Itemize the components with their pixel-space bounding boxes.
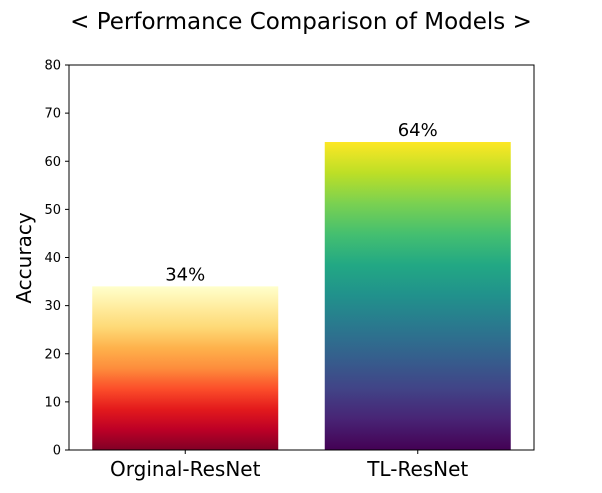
y-tick-label: 80 <box>44 59 61 74</box>
bar-tl-resnet <box>324 142 511 450</box>
y-tick-label: 30 <box>44 299 61 314</box>
y-tick-label: 0 <box>53 444 61 459</box>
y-axis-label: Accuracy <box>12 212 36 303</box>
x-tick-label: Orginal-ResNet <box>110 457 261 481</box>
bar-value-label: 64% <box>398 120 438 141</box>
y-tick-label: 40 <box>44 251 61 266</box>
x-axis-ticks: Orginal-ResNet TL-ResNet <box>110 450 468 481</box>
bar-value-labels: 34% 64% <box>165 120 438 285</box>
y-tick-label: 20 <box>44 347 61 362</box>
y-tick-label: 70 <box>44 107 61 122</box>
chart-title: < Performance Comparison of Models > <box>70 9 532 35</box>
bar-value-label: 34% <box>165 264 205 285</box>
bar-orginal-resnet <box>92 286 279 450</box>
y-axis-ticks: 0 10 20 30 40 50 60 70 80 <box>44 59 69 459</box>
y-tick-label: 50 <box>44 203 61 218</box>
y-tick-label: 60 <box>44 155 61 170</box>
bars <box>92 142 511 450</box>
x-tick-label: TL-ResNet <box>366 457 468 481</box>
plot-area-frame <box>68 64 535 451</box>
y-tick-label: 10 <box>44 395 61 410</box>
